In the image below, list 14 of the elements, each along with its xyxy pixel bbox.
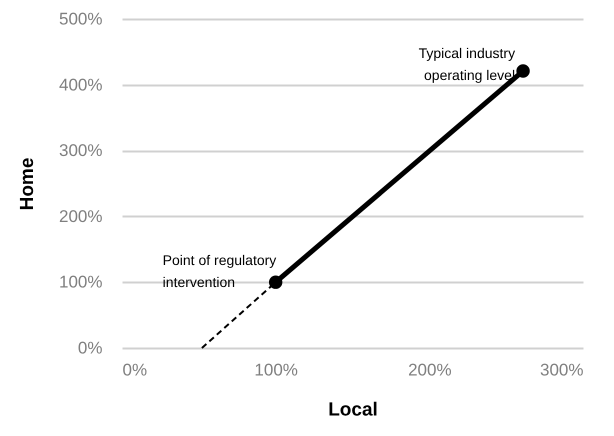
y-tick-label: 0% (78, 338, 102, 358)
x-tick-label: 0% (122, 360, 148, 380)
x-tick-label: 300% (540, 360, 584, 380)
y-tick-label: 400% (59, 75, 102, 94)
y-axis-title: Home (17, 158, 38, 210)
x-tick-label: 100% (254, 360, 298, 380)
y-tick-label: 500% (59, 10, 102, 28)
y-tick-label: 200% (59, 206, 102, 226)
y-tick-label: 100% (59, 272, 102, 292)
x-axis-title: Local (328, 400, 378, 420)
annotation: Typical industry operating level (418, 44, 516, 83)
x-tick-label: 200% (408, 360, 452, 380)
y-tick-label: 300% (59, 141, 102, 160)
annotation: Point of regulatory intervention (162, 252, 276, 290)
